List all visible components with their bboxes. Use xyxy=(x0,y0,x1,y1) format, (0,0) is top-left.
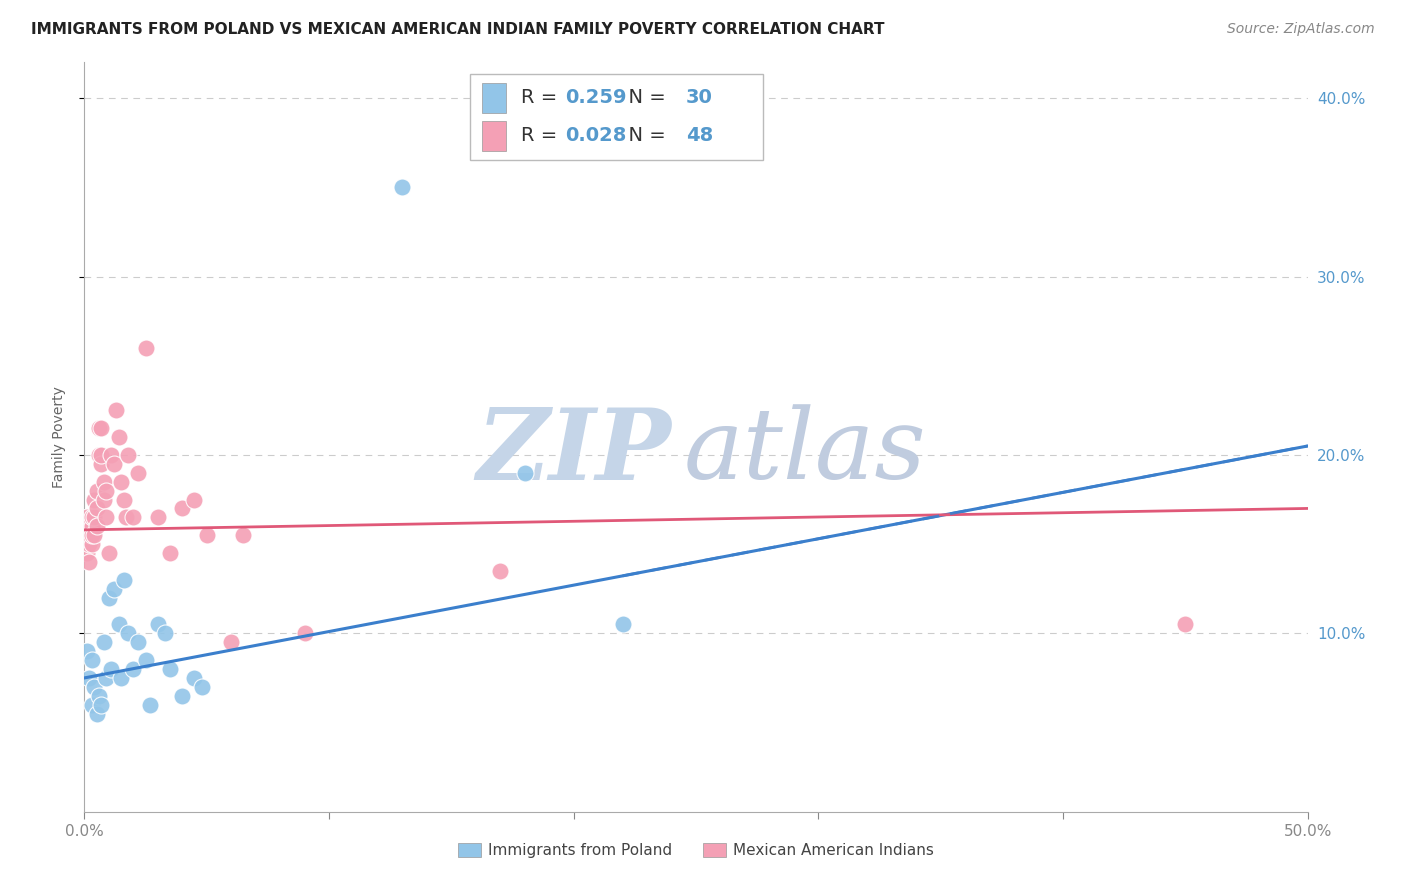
Point xyxy=(83,510,105,524)
Point xyxy=(146,617,169,632)
Point xyxy=(80,698,103,712)
Point xyxy=(122,662,145,676)
Point xyxy=(90,698,112,712)
Point xyxy=(86,483,108,498)
Legend: Immigrants from Poland, Mexican American Indians: Immigrants from Poland, Mexican American… xyxy=(451,837,941,864)
Text: R =: R = xyxy=(522,127,564,145)
Point xyxy=(100,448,122,462)
Point xyxy=(76,528,98,542)
Point xyxy=(97,591,120,605)
Text: N =: N = xyxy=(616,127,672,145)
Point xyxy=(87,448,110,462)
Point xyxy=(489,564,512,578)
Text: ZIP: ZIP xyxy=(477,404,672,500)
Point xyxy=(93,475,115,489)
Text: 48: 48 xyxy=(686,127,713,145)
Point xyxy=(183,671,205,685)
Point xyxy=(80,510,103,524)
Point xyxy=(80,653,103,667)
Point xyxy=(76,644,98,658)
Point xyxy=(117,448,139,462)
Text: 30: 30 xyxy=(686,88,713,107)
Point xyxy=(112,573,135,587)
Point xyxy=(127,635,149,649)
Point xyxy=(127,466,149,480)
Point xyxy=(153,626,176,640)
Point xyxy=(135,653,157,667)
Point xyxy=(80,519,103,533)
Point xyxy=(77,519,100,533)
Point xyxy=(93,492,115,507)
Point xyxy=(83,492,105,507)
Point xyxy=(83,680,105,694)
Point xyxy=(103,457,125,471)
Point xyxy=(103,582,125,596)
Point xyxy=(86,706,108,721)
Point xyxy=(107,430,129,444)
Point xyxy=(77,528,100,542)
Point xyxy=(83,528,105,542)
Point xyxy=(112,492,135,507)
Point xyxy=(105,403,128,417)
Point xyxy=(76,510,98,524)
Point xyxy=(77,555,100,569)
Point xyxy=(117,626,139,640)
Point xyxy=(172,501,194,516)
Text: N =: N = xyxy=(616,88,672,107)
Point xyxy=(219,635,242,649)
Point xyxy=(107,617,129,632)
Point xyxy=(146,510,169,524)
Bar xyxy=(482,83,506,112)
Point xyxy=(391,180,413,194)
Point xyxy=(87,421,110,435)
Point xyxy=(110,475,132,489)
Text: IMMIGRANTS FROM POLAND VS MEXICAN AMERICAN INDIAN FAMILY POVERTY CORRELATION CHA: IMMIGRANTS FROM POLAND VS MEXICAN AMERIC… xyxy=(31,22,884,37)
Point xyxy=(115,510,138,524)
Point xyxy=(76,546,98,560)
Point xyxy=(93,635,115,649)
Point xyxy=(96,510,118,524)
Point xyxy=(96,483,118,498)
Point xyxy=(97,546,120,560)
Point xyxy=(195,528,218,542)
Point xyxy=(183,492,205,507)
Point xyxy=(110,671,132,685)
Point xyxy=(139,698,162,712)
Point xyxy=(77,537,100,551)
Point xyxy=(80,528,103,542)
Point xyxy=(135,341,157,355)
Point xyxy=(80,537,103,551)
Point xyxy=(159,546,181,560)
Point xyxy=(86,519,108,533)
Point xyxy=(172,689,194,703)
Point xyxy=(90,448,112,462)
Text: atlas: atlas xyxy=(683,404,927,500)
Point xyxy=(122,510,145,524)
Point xyxy=(612,617,634,632)
Point xyxy=(232,528,254,542)
Point xyxy=(1174,617,1197,632)
Point xyxy=(100,662,122,676)
Point xyxy=(90,421,112,435)
Point xyxy=(191,680,214,694)
Point xyxy=(159,662,181,676)
Point xyxy=(294,626,316,640)
Point xyxy=(87,689,110,703)
Text: R =: R = xyxy=(522,88,564,107)
Text: 0.028: 0.028 xyxy=(565,127,627,145)
Bar xyxy=(470,74,763,160)
Text: 0.259: 0.259 xyxy=(565,88,627,107)
Y-axis label: Family Poverty: Family Poverty xyxy=(52,386,66,488)
Point xyxy=(90,457,112,471)
Text: Source: ZipAtlas.com: Source: ZipAtlas.com xyxy=(1227,22,1375,37)
Point xyxy=(96,671,118,685)
Bar xyxy=(482,120,506,151)
Point xyxy=(77,671,100,685)
Point xyxy=(86,501,108,516)
Point xyxy=(513,466,536,480)
